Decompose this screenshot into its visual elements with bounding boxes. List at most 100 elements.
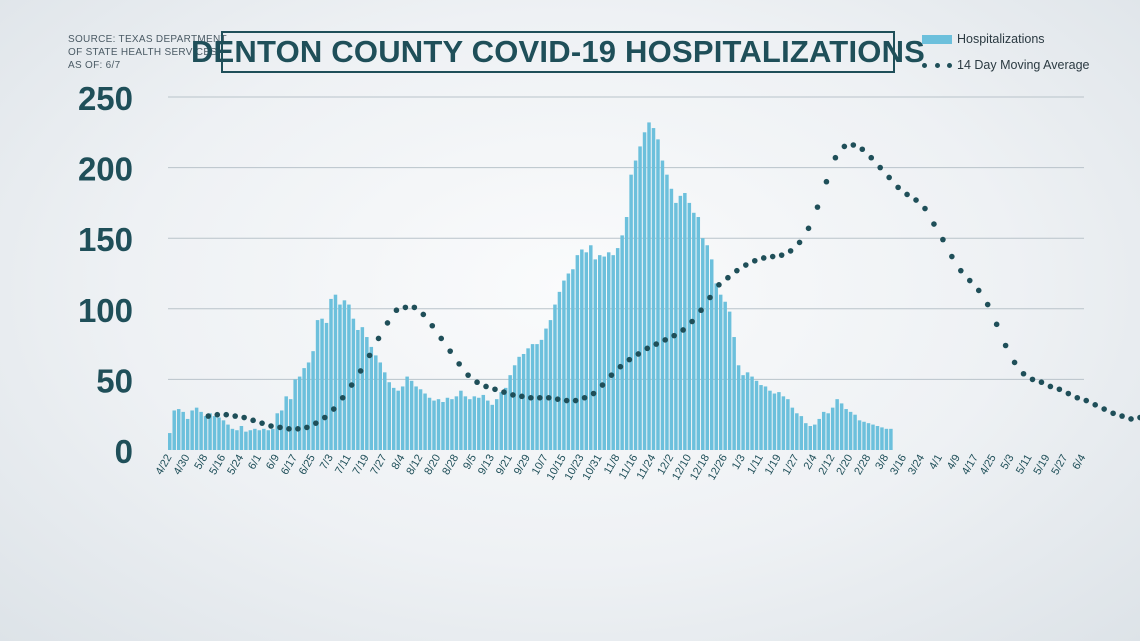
x-tick-label: 6/4 bbox=[1070, 453, 1088, 472]
hospitalization-bar bbox=[804, 423, 808, 450]
moving-average-dot bbox=[259, 420, 265, 426]
x-tick-label: 8/20 bbox=[422, 453, 443, 478]
x-tick-label: 5/19 bbox=[1031, 453, 1052, 478]
legend-item-moving-average: 14 Day Moving Average bbox=[922, 56, 1090, 74]
moving-average-dot bbox=[519, 393, 525, 400]
hospitalization-bar bbox=[360, 327, 365, 450]
hospitalization-bar bbox=[221, 420, 226, 450]
moving-average-dot bbox=[958, 267, 964, 274]
chart-title-box: DENTON COUNTY COVID-19 HOSPITALIZATIONS bbox=[191, 31, 925, 73]
hospitalization-bar bbox=[709, 259, 714, 450]
hospitalization-bar bbox=[857, 420, 862, 450]
hospitalization-bar bbox=[553, 304, 557, 450]
moving-average-dot bbox=[295, 426, 301, 432]
hospitalization-bar bbox=[212, 416, 217, 450]
hospitalization-bar bbox=[194, 407, 199, 450]
x-tick-label: 9/21 bbox=[494, 453, 515, 478]
moving-average-dot bbox=[581, 394, 588, 401]
hospitalization-bar bbox=[459, 390, 463, 450]
moving-average-dot bbox=[375, 335, 382, 342]
hospitalization-bar bbox=[584, 252, 589, 450]
moving-average-dot bbox=[689, 318, 695, 325]
moving-average-dot bbox=[483, 383, 489, 390]
hospitalization-bar bbox=[356, 329, 360, 450]
hospitalization-bar bbox=[696, 217, 701, 450]
moving-average-dot bbox=[1083, 397, 1090, 404]
moving-average-dot bbox=[438, 335, 445, 342]
hospitalization-bar bbox=[279, 410, 284, 450]
moving-average-dot bbox=[304, 424, 310, 431]
moving-average-dot bbox=[725, 274, 731, 281]
hospitalization-bar bbox=[297, 376, 302, 450]
hospitalization-bar bbox=[486, 400, 490, 450]
hospitalization-bar bbox=[217, 417, 221, 450]
chart-title: DENTON COUNTY COVID-19 HOSPITALIZATIONS bbox=[190, 34, 926, 69]
hospitalization-bar bbox=[777, 392, 781, 450]
moving-average-dot bbox=[563, 397, 570, 404]
hospitalization-bar bbox=[598, 255, 602, 450]
hospitalization-bar bbox=[736, 365, 741, 450]
moving-average-dot bbox=[1020, 370, 1027, 377]
moving-average-dot bbox=[787, 248, 794, 254]
source-line: SOURCE: TEXAS DEPARTMENT bbox=[68, 34, 227, 45]
hospitalization-bar bbox=[450, 399, 454, 450]
hospitalization-bar bbox=[732, 337, 736, 450]
hospitalization-bar bbox=[768, 390, 772, 450]
hospitalization-bar bbox=[665, 174, 669, 450]
y-tick-label: 0 bbox=[115, 433, 133, 470]
x-tick-label: 2/20 bbox=[834, 453, 855, 478]
hospitalization-bar bbox=[244, 431, 248, 450]
hospitalization-bar bbox=[436, 399, 441, 450]
hospitalization-bar bbox=[566, 273, 571, 450]
hospitalization-bar bbox=[503, 387, 508, 450]
hospitalization-bar bbox=[432, 400, 436, 450]
moving-average-dot bbox=[1137, 414, 1140, 421]
hospitalization-bar bbox=[168, 433, 172, 450]
hospitalization-bar bbox=[257, 430, 262, 450]
hospitalization-bar bbox=[718, 294, 723, 450]
hospitalization-bar bbox=[365, 337, 369, 450]
hospitalization-bar bbox=[423, 393, 427, 450]
moving-average-dot bbox=[1056, 386, 1063, 393]
hospitalization-bar bbox=[589, 245, 593, 450]
x-tick-label: 4/30 bbox=[171, 453, 192, 478]
hospitalization-bar bbox=[378, 362, 383, 450]
moving-average-dot bbox=[1110, 410, 1116, 417]
moving-average-dot bbox=[707, 294, 713, 301]
hospitalization-bar bbox=[714, 283, 718, 450]
hospitalization-bar bbox=[293, 379, 297, 450]
hospitalization-bar bbox=[284, 396, 288, 450]
hospitalization-bar bbox=[490, 404, 494, 450]
legend-bar-swatch bbox=[922, 34, 952, 44]
hospitalization-bar bbox=[405, 376, 409, 450]
hospitalization-bar bbox=[253, 428, 257, 450]
source-date: AS OF: 6/7 bbox=[68, 60, 121, 71]
moving-average-dot bbox=[554, 396, 561, 402]
moving-average-dot bbox=[1074, 394, 1081, 401]
moving-average-dot bbox=[1038, 379, 1045, 386]
x-tick-label: 1/19 bbox=[763, 453, 784, 478]
hospitalization-bar bbox=[508, 375, 512, 450]
chart-legend: Hospitalizations 14 Day Moving Average bbox=[922, 30, 1090, 82]
moving-average-dot bbox=[1128, 416, 1134, 422]
hospitalization-bar bbox=[884, 428, 889, 450]
moving-average-dot bbox=[1002, 342, 1009, 349]
moving-average-dot bbox=[743, 262, 749, 268]
hospitalization-bar bbox=[230, 428, 235, 450]
x-tick-label: 9/29 bbox=[512, 453, 533, 478]
hospitalization-bar bbox=[763, 386, 768, 450]
moving-average-dot bbox=[348, 382, 355, 388]
moving-average-dot bbox=[393, 307, 400, 314]
moving-average-dot bbox=[1101, 406, 1107, 412]
moving-average-dot bbox=[330, 406, 337, 412]
moving-average-dot bbox=[913, 197, 919, 203]
moving-average-dot bbox=[931, 221, 937, 227]
legend-item-hospitalizations: Hospitalizations bbox=[922, 30, 1090, 48]
moving-average-dot bbox=[241, 414, 247, 421]
hospitalization-bar bbox=[271, 428, 275, 450]
moving-average-dot bbox=[868, 154, 875, 161]
hospitalization-bar bbox=[441, 401, 445, 450]
hospitalization-bar bbox=[311, 351, 315, 450]
hospitalization-bar bbox=[611, 255, 615, 450]
